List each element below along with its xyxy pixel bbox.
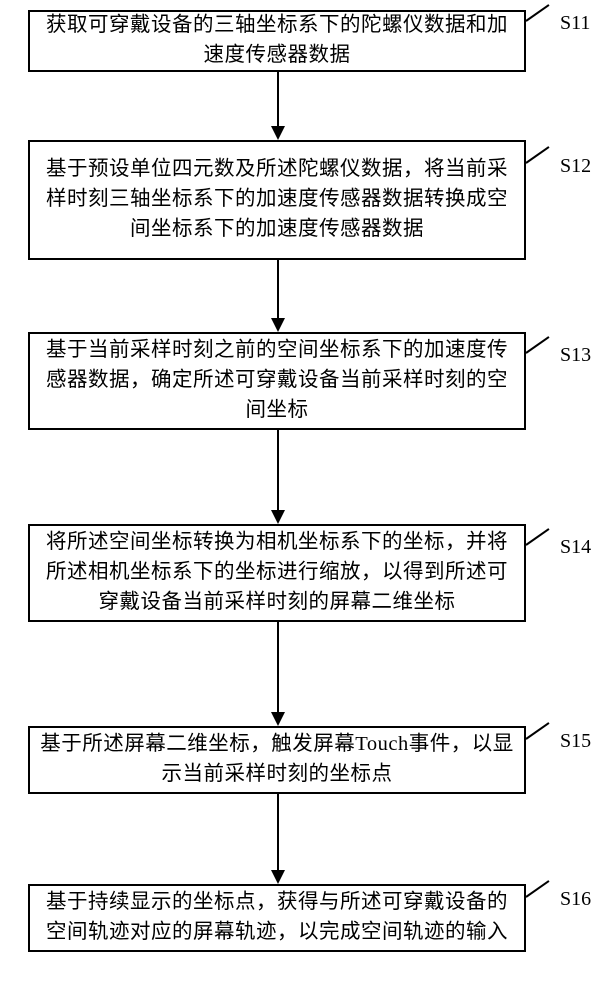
step-label-s15: S15 (560, 730, 591, 753)
step-label-s13: S13 (560, 344, 591, 367)
flow-node-text: 基于持续显示的坐标点，获得与所述可穿戴设备的空间轨迹对应的屏幕轨迹，以完成空间轨… (40, 888, 514, 947)
arrow-line (277, 622, 279, 712)
arrow-head-icon (271, 510, 285, 524)
flowchart-canvas: 获取可穿戴设备的三轴坐标系下的陀螺仪数据和加速度传感器数据 S11 基于预设单位四元… (0, 0, 614, 1000)
label-tick (525, 336, 549, 354)
label-tick (525, 880, 549, 898)
arrow-line (277, 430, 279, 510)
flow-node-s14: 将所述空间坐标转换为相机坐标系下的坐标，并将所述相机坐标系下的坐标进行缩放，以得… (28, 524, 526, 622)
label-tick (525, 4, 549, 22)
arrow-head-icon (271, 712, 285, 726)
flow-node-text: 基于当前采样时刻之前的空间坐标系下的加速度传感器数据，确定所述可穿戴设备当前采样… (40, 336, 514, 425)
flow-node-text: 将所述空间坐标转换为相机坐标系下的坐标，并将所述相机坐标系下的坐标进行缩放，以得… (40, 528, 514, 617)
arrow-head-icon (271, 318, 285, 332)
flow-node-s11: 获取可穿戴设备的三轴坐标系下的陀螺仪数据和加速度传感器数据 (28, 10, 526, 72)
step-label-s11: S11 (560, 12, 590, 35)
arrow-line (277, 260, 279, 318)
flow-node-s16: 基于持续显示的坐标点，获得与所述可穿戴设备的空间轨迹对应的屏幕轨迹，以完成空间轨… (28, 884, 526, 952)
step-label-s12: S12 (560, 155, 591, 178)
arrow-head-icon (271, 870, 285, 884)
arrow-line (277, 72, 279, 126)
arrow-head-icon (271, 126, 285, 140)
flow-node-s12: 基于预设单位四元数及所述陀螺仪数据，将当前采样时刻三轴坐标系下的加速度传感器数据… (28, 140, 526, 260)
flow-node-s13: 基于当前采样时刻之前的空间坐标系下的加速度传感器数据，确定所述可穿戴设备当前采样… (28, 332, 526, 430)
flow-node-s15: 基于所述屏幕二维坐标，触发屏幕Touch事件，以显示当前采样时刻的坐标点 (28, 726, 526, 794)
flow-node-text: 基于所述屏幕二维坐标，触发屏幕Touch事件，以显示当前采样时刻的坐标点 (40, 730, 514, 789)
step-label-s16: S16 (560, 888, 591, 911)
label-tick (525, 722, 549, 740)
step-label-s14: S14 (560, 536, 591, 559)
flow-node-text: 基于预设单位四元数及所述陀螺仪数据，将当前采样时刻三轴坐标系下的加速度传感器数据… (40, 155, 514, 244)
flow-node-text: 获取可穿戴设备的三轴坐标系下的陀螺仪数据和加速度传感器数据 (40, 11, 514, 70)
label-tick (525, 528, 549, 546)
arrow-line (277, 794, 279, 870)
label-tick (525, 146, 549, 164)
